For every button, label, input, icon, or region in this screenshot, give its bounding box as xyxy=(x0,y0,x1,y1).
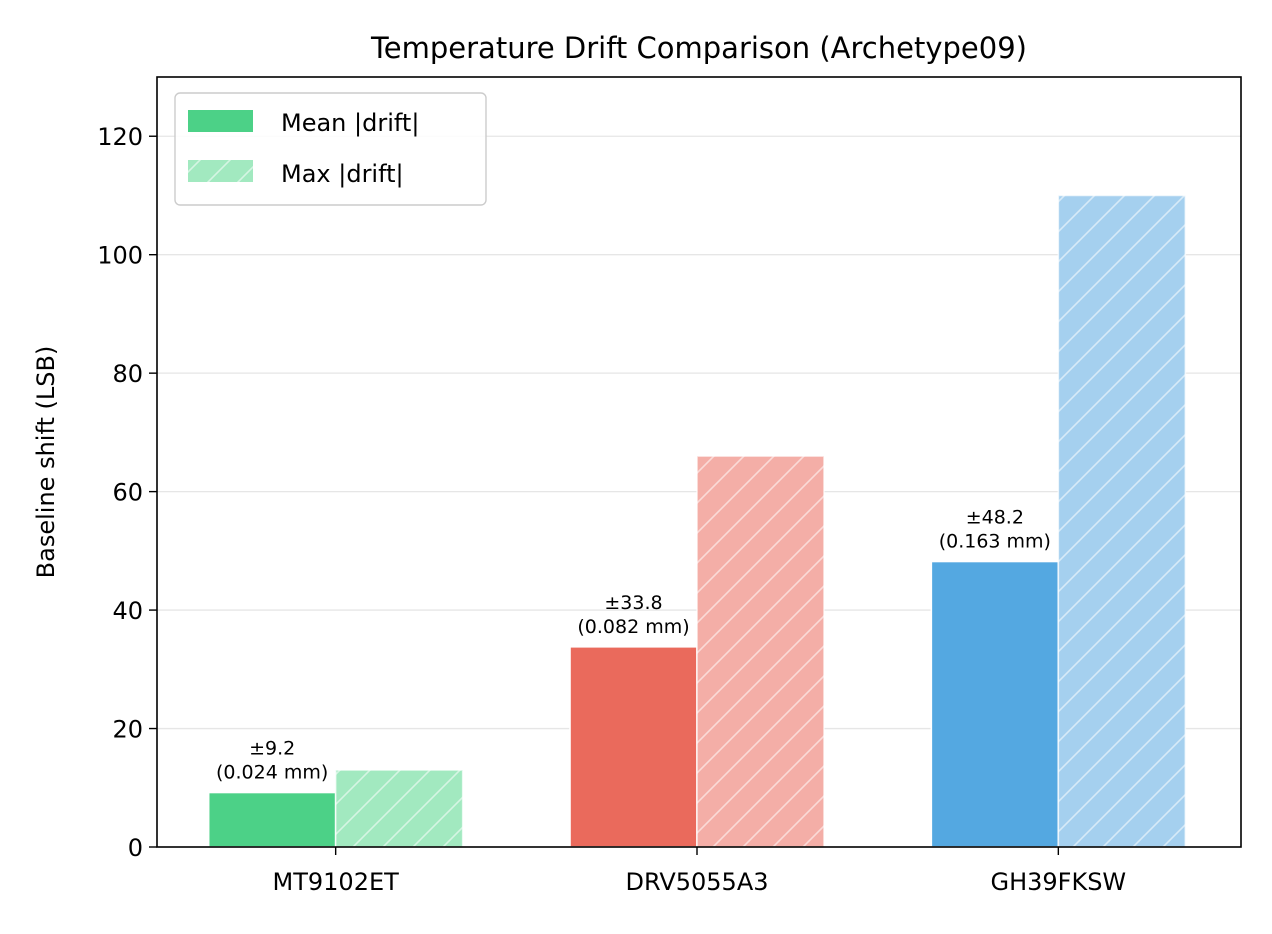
bars xyxy=(207,194,1187,848)
y-tick-label: 60 xyxy=(112,479,143,507)
bar-mean-mt9102et xyxy=(207,791,337,848)
data-label-value-drv5055a3: ±33.8 xyxy=(604,592,662,614)
data-label-mm-gh39fksw: (0.163 mm) xyxy=(939,531,1051,553)
bar-mean-gh39fksw xyxy=(930,560,1060,848)
x-axis: MT9102ET DRV5055A3 GH39FKSW xyxy=(273,847,1126,896)
bar-max-hatch-drv5055a3 xyxy=(697,456,824,847)
data-label-mm-drv5055a3: (0.082 mm) xyxy=(577,616,689,638)
plot-frame xyxy=(156,76,1242,848)
x-tick-label-mt9102et: MT9102ET xyxy=(273,868,400,896)
bar-max-hatch-mt9102et xyxy=(335,770,463,847)
y-tick-label: 120 xyxy=(97,123,143,151)
legend-swatch-mean xyxy=(188,110,253,132)
bar-mean-drv5055a3 xyxy=(569,645,698,848)
y-tick-label: 20 xyxy=(112,716,143,744)
data-label-value-gh39fksw: ±48.2 xyxy=(966,507,1024,529)
y-tick-label: 0 xyxy=(128,834,143,862)
data-label-mm-mt9102et: (0.024 mm) xyxy=(216,762,328,784)
bar-max-hatch-gh39fksw xyxy=(1058,195,1186,847)
y-tick-label: 100 xyxy=(97,242,143,270)
x-tick-label-drv5055a3: DRV5055A3 xyxy=(625,868,768,896)
data-label-value-mt9102et: ±9.2 xyxy=(249,738,295,760)
chart-title: Temperature Drift Comparison (Archetype0… xyxy=(370,31,1027,65)
legend-label-mean: Mean |drift| xyxy=(281,109,419,137)
x-tick-label-gh39fksw: GH39FKSW xyxy=(990,868,1126,896)
data-labels: ±9.2(0.024 mm) ±33.8(0.082 mm) ±48.2(0.163… xyxy=(216,507,1051,784)
legend-label-max: Max |drift| xyxy=(281,160,404,188)
y-axis: 0 20 40 60 80 100 120 xyxy=(97,123,157,862)
y-tick-label: 80 xyxy=(112,360,143,388)
legend-swatch-max-hatch xyxy=(188,160,253,182)
legend: Mean |drift| Max |drift| xyxy=(174,92,487,206)
y-tick-label: 40 xyxy=(112,597,143,625)
y-axis-label: Baseline shift (LSB) xyxy=(32,346,60,579)
